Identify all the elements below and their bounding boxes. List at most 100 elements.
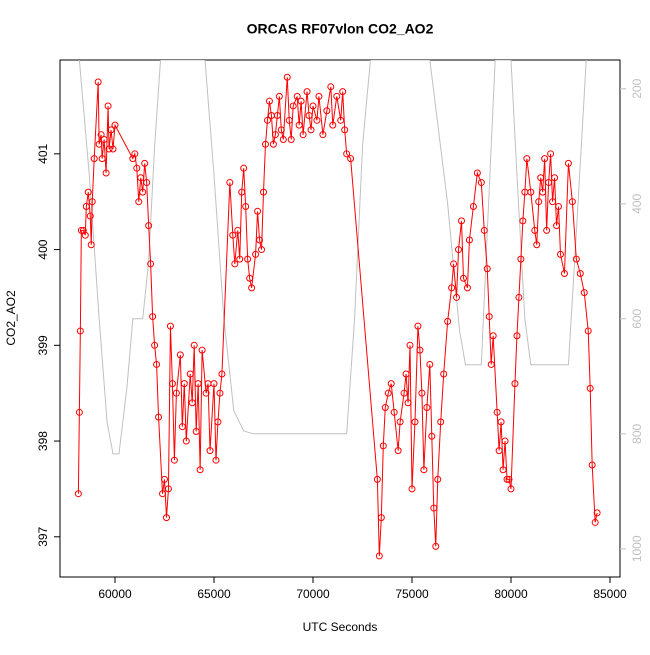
data-point [242, 202, 250, 210]
chart-title: ORCAS RF07vlon CO2_AO2 [247, 21, 434, 37]
y2-tick-label: 600 [630, 308, 644, 328]
data-point [489, 332, 497, 340]
data-point [473, 169, 481, 177]
data-point [408, 485, 416, 493]
data-point [547, 150, 555, 158]
data-point [564, 159, 572, 167]
data-point [95, 140, 103, 148]
data-point [493, 408, 501, 416]
data-point [149, 313, 157, 321]
x-tick-label: 70000 [296, 587, 330, 601]
data-point [256, 236, 264, 244]
data-point [448, 284, 456, 292]
data-point [400, 389, 408, 397]
data-point [137, 174, 145, 182]
data-point [198, 346, 206, 354]
data-point [147, 260, 155, 268]
data-point [483, 265, 491, 273]
data-point [76, 327, 84, 335]
data-point [455, 246, 463, 254]
data-point [135, 198, 143, 206]
data-point [437, 418, 445, 426]
data-point [214, 418, 222, 426]
data-point [234, 226, 242, 234]
data-point [295, 121, 303, 129]
data-point [277, 126, 285, 134]
data-point [432, 542, 440, 550]
data-point [341, 126, 349, 134]
data-point [94, 78, 102, 86]
data-point [226, 179, 234, 187]
data-point [465, 236, 473, 244]
data-point [458, 217, 466, 225]
data-point [105, 145, 113, 153]
data-point [297, 97, 305, 105]
data-point [381, 404, 389, 412]
data-point [81, 231, 89, 239]
y-axis-label: CO2_AO2 [4, 290, 18, 346]
data-point [329, 121, 337, 129]
data-point [275, 92, 283, 100]
data-point [584, 327, 592, 335]
data-point [511, 380, 519, 388]
data-point [593, 509, 601, 517]
data-point [513, 332, 521, 340]
data-point [133, 164, 141, 172]
data-point [523, 155, 531, 163]
data-point [305, 112, 313, 120]
data-point [87, 241, 95, 249]
data-point [535, 198, 543, 206]
data-point [240, 164, 248, 172]
data-point [74, 490, 82, 498]
series-line [77, 77, 598, 556]
data-point [549, 198, 557, 206]
data-point [153, 360, 161, 368]
data-point [323, 107, 331, 115]
data-point [107, 126, 115, 134]
data-point [75, 408, 83, 416]
data-point [315, 92, 323, 100]
data-point [557, 250, 565, 258]
data-point [477, 179, 485, 187]
data-point [501, 437, 509, 445]
data-point [402, 370, 410, 378]
y-tick-label: 397 [36, 526, 50, 546]
data-point [459, 274, 467, 282]
data-point [254, 207, 262, 215]
data-point [337, 116, 345, 124]
data-point [487, 360, 495, 368]
data-point [533, 241, 541, 249]
data-point [343, 150, 351, 158]
data-point [131, 150, 139, 158]
data-point [194, 380, 202, 388]
data-point [555, 202, 563, 210]
data-point [307, 126, 315, 134]
data-point [159, 490, 167, 498]
data-point [218, 370, 226, 378]
data-point [313, 116, 321, 124]
data-point [238, 188, 246, 196]
data-point [551, 174, 559, 182]
data-point [212, 456, 220, 464]
data-point [499, 466, 507, 474]
data-point [151, 341, 159, 349]
data-point [246, 274, 254, 282]
data-point [82, 202, 90, 210]
data-point [469, 202, 477, 210]
data-point [216, 389, 224, 397]
data-point [210, 380, 218, 388]
data-point [283, 73, 291, 81]
data-point [299, 131, 307, 139]
data-point [485, 313, 493, 321]
data-point [192, 427, 200, 435]
data-point [261, 140, 269, 148]
data-point [430, 504, 438, 512]
data-point [176, 351, 184, 359]
data-point [141, 159, 149, 167]
data-point [416, 346, 424, 354]
data-point [287, 135, 295, 143]
data-point [537, 174, 545, 182]
data-point [396, 418, 404, 426]
data-point [273, 112, 281, 120]
